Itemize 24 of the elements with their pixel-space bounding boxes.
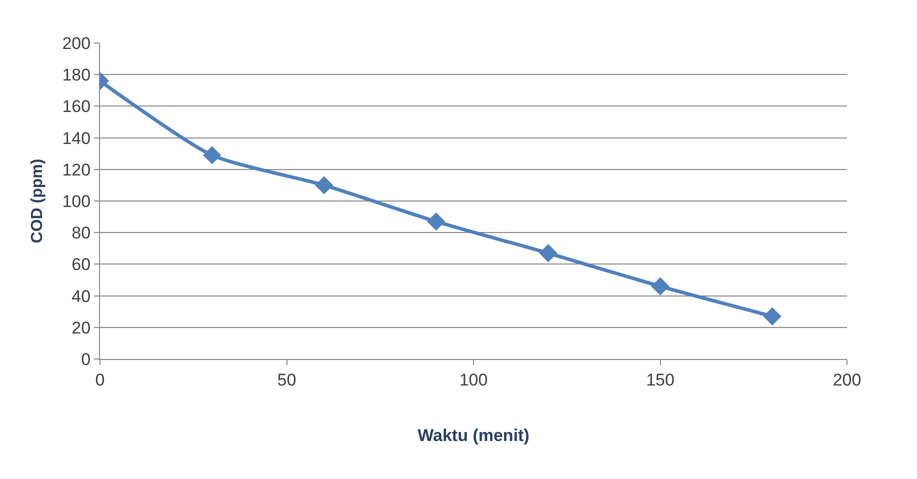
point — [315, 176, 334, 194]
y-tick-label: 60 — [72, 255, 91, 274]
y-tick-label: 40 — [72, 286, 91, 306]
point — [651, 277, 670, 296]
x-tick-label: 100 — [459, 370, 488, 390]
x-tick-label: 200 — [832, 370, 862, 390]
y-tick-label: 80 — [72, 224, 91, 243]
y-axis-title: COD (ppm) — [29, 158, 46, 244]
y-tick-label: 200 — [62, 34, 91, 53]
point — [539, 244, 558, 262]
point — [202, 146, 222, 164]
y-tick-label: 160 — [62, 97, 91, 116]
y-tick-label: 140 — [62, 128, 91, 148]
y-tick-label: 120 — [62, 160, 91, 180]
x-tick-label: 50 — [277, 370, 296, 390]
x-axis-title: Waktu (menit) — [418, 426, 530, 445]
y-tick-label: 0 — [81, 350, 91, 369]
point — [427, 212, 446, 231]
y-tick-label: 100 — [62, 192, 91, 211]
point — [763, 307, 782, 326]
y-tick-label: 180 — [62, 66, 91, 85]
x-tick-label: 0 — [95, 370, 105, 390]
x-tick-label: 150 — [646, 370, 674, 390]
y-tick-label: 20 — [72, 318, 91, 338]
